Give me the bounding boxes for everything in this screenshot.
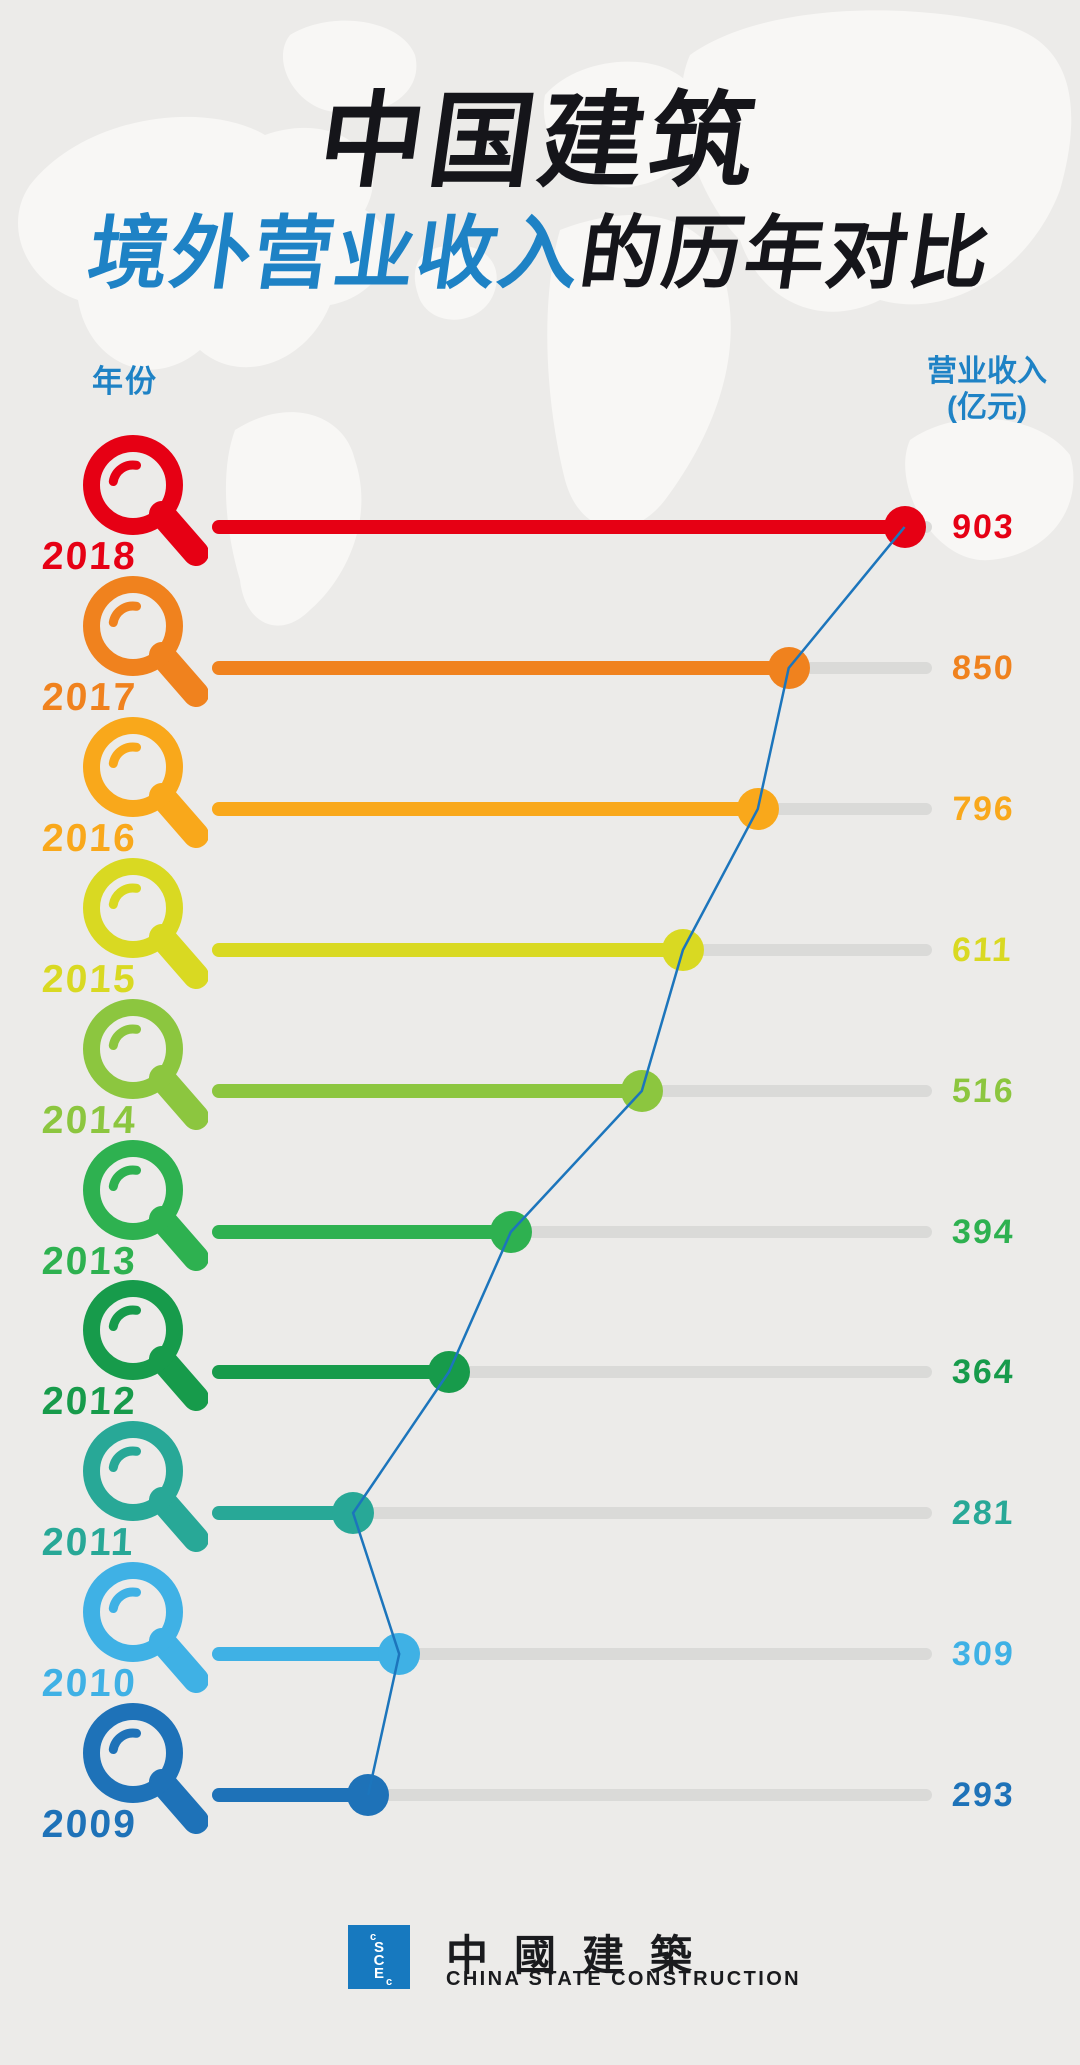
logo-cn-text: 中國建築 [446, 1931, 719, 1980]
bar-dot [884, 506, 926, 548]
revenue-bar [212, 1506, 360, 1520]
magnifier-icon [83, 999, 208, 1130]
bar-track [212, 1507, 932, 1519]
revenue-bar [212, 520, 912, 534]
revenue-bar [212, 1365, 456, 1379]
revenue-bar [212, 1788, 375, 1802]
svg-text:C: C [374, 1952, 385, 1969]
magnifier-icon [83, 717, 208, 848]
revenue-bar [212, 943, 690, 957]
magnifier-icon [83, 576, 208, 707]
revenue-bar [212, 1225, 518, 1239]
axis-label-revenue-line2: (亿元) [947, 391, 1027, 424]
magnifier-icon [83, 1140, 208, 1271]
magnifier-icon [83, 1280, 208, 1411]
magnifier-icon [83, 1421, 208, 1552]
magnifier-icon [83, 1562, 208, 1693]
logo-en-text: CHINA STATE CONSTRUCTION [446, 1968, 801, 1990]
magnifier-icon [83, 1703, 208, 1834]
revenue-bar [212, 802, 765, 816]
revenue-bar [212, 1647, 406, 1661]
svg-text:S: S [374, 1939, 384, 1956]
revenue-bar [212, 661, 796, 675]
revenue-bar [212, 1084, 649, 1098]
bar-dot [347, 1774, 389, 1816]
svg-text:c: c [370, 1931, 376, 1943]
axis-label-revenue-line1: 营业收入 [927, 355, 1047, 388]
magnifier-icon [83, 858, 208, 989]
axis-label-year: 年份 [92, 364, 158, 399]
bar-track [212, 1789, 932, 1801]
magnifier-icon [83, 435, 208, 566]
cscec-logo-square: c S C E c [348, 1925, 410, 1989]
axis-label-revenue: 营业收入 (亿元) [897, 354, 1077, 426]
svg-text:E: E [374, 1965, 384, 1982]
cscec-logo-letters: c S C E c [370, 1931, 392, 1986]
world-map-background [17, 10, 1074, 626]
svg-text:c: c [386, 1976, 392, 1986]
